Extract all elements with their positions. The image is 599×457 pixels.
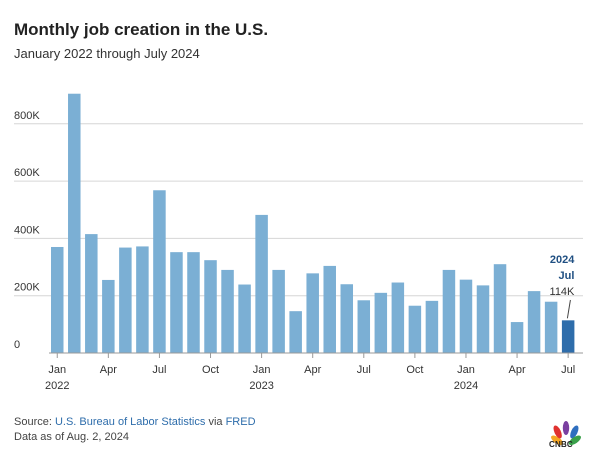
y-tick-label: 200K [14,282,40,294]
x-tick-label: Jan [457,364,475,376]
bar [221,269,234,353]
cnbc-peacock-logo-icon [551,421,581,446]
bar [238,284,251,353]
x-tick-label: Apr [304,364,321,376]
bar [493,264,507,353]
x-tick-label: Jul [357,364,371,376]
bar [408,305,422,353]
highlight-annotation: 2024 Jul 114K [550,254,576,319]
data-date-note: Data as of Aug. 2, 2024 [14,431,129,443]
bar [340,284,354,353]
bar [357,300,371,353]
bar [119,247,132,353]
bar [272,269,285,353]
bar [306,273,319,353]
x-year-label: 2023 [249,380,273,392]
bar [544,301,558,353]
bar [459,279,473,353]
bar [289,311,302,353]
x-tick-label: Jul [561,364,575,376]
source-prefix: Source: [14,416,55,428]
bar [391,282,405,353]
bars [51,93,575,353]
x-tick-label: Apr [508,364,525,376]
x-tick-label: Apr [100,364,117,376]
x-tick-label: Jul [152,364,166,376]
bar [51,246,64,353]
bar [442,269,456,353]
y-tick-label: 400K [14,224,40,236]
bar [323,265,336,353]
x-year-label: 2022 [45,380,69,392]
chart-title: Monthly job creation in the U.S. [14,20,269,39]
y-axis-tick-labels: 0 200K 400K 600K 800K [14,110,40,351]
x-tick-label: Jan [48,364,66,376]
highlight-bar [561,320,575,353]
x-tick-label: Oct [406,364,423,376]
x-year-label: 2024 [454,380,478,392]
x-tick-label: Jan [253,364,271,376]
bar [510,322,524,353]
source-via: via [205,416,226,428]
cnbc-logo-text: CNBC [549,440,573,449]
bar [153,190,166,353]
annotation-value: 114K [550,286,576,298]
bar [527,291,541,353]
bar-chart: 0 200K 400K 600K 800K Jan 2022 Apr Jul Oct Jan 202… [14,93,583,392]
x-axis-tick-labels: Jan 2022 Apr Jul Oct Jan 2023 Apr Jul Oct Jan 2024 A… [45,353,575,392]
bar [136,246,149,353]
bar [425,300,439,353]
y-tick-label: 0 [14,339,20,351]
annotation-month: Jul [558,270,574,282]
annotation-year: 2024 [550,254,575,266]
bar [204,260,217,353]
bar [170,252,183,353]
annotation-leader-line [566,299,571,319]
bar [68,93,81,353]
x-tick-label: Oct [202,364,219,376]
y-tick-label: 800K [14,110,40,122]
source-fred-link[interactable]: FRED [225,416,256,428]
bar [102,279,115,353]
chart-subtitle: January 2022 through July 2024 [14,46,200,61]
bar [187,252,200,353]
y-tick-label: 600K [14,167,40,179]
bar [374,292,388,353]
source-line: Source: U.S. Bureau of Labor Statistics … [14,416,256,428]
bar [476,285,490,353]
source-bls-link[interactable]: U.S. Bureau of Labor Statistics [54,416,206,428]
bar [255,214,268,353]
bar [85,234,98,353]
